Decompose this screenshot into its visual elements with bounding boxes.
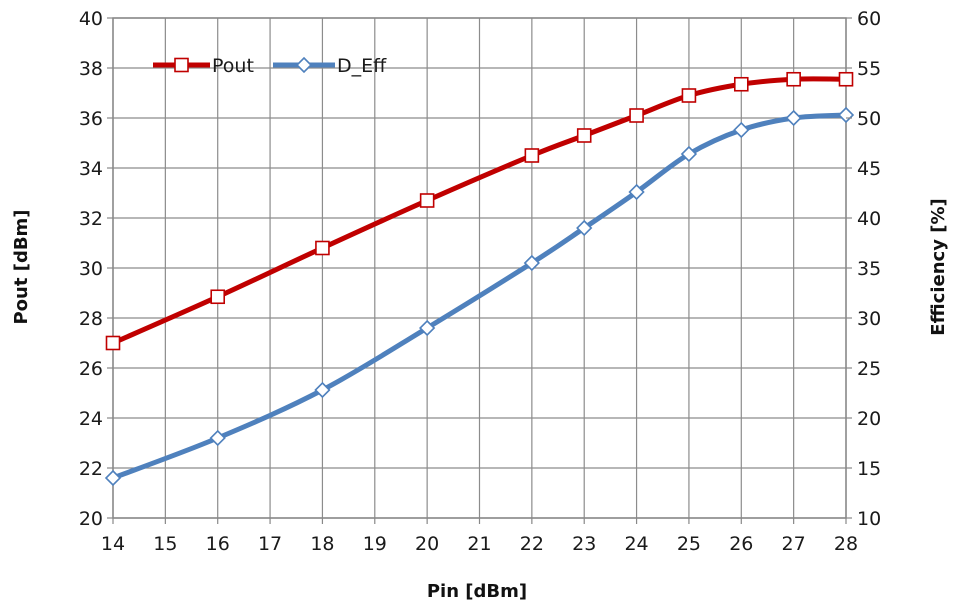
data-point (314, 381, 331, 399)
data-point (680, 145, 698, 163)
left-tick-label: 26 (79, 358, 103, 380)
grid-lines (112, 17, 847, 519)
right-tick-label: 30 (857, 308, 881, 330)
data-point (524, 148, 540, 163)
right-tick-label: 10 (857, 508, 881, 530)
x-tick-label: 19 (363, 533, 387, 555)
data-point (629, 108, 644, 123)
left-tick-label: 38 (79, 58, 103, 80)
data-point (785, 109, 802, 127)
data-point (523, 254, 540, 272)
legend-marker (174, 57, 189, 73)
x-tick-label: 20 (415, 533, 439, 555)
data-point (733, 121, 750, 139)
left-tick-label: 24 (79, 408, 103, 430)
right-tick-label: 40 (857, 208, 881, 230)
legend: Pout D_Eff (153, 55, 387, 77)
right-tick-label: 55 (857, 58, 881, 80)
data-point (786, 71, 801, 87)
right-tick-label: 20 (857, 408, 881, 430)
series-layer (104, 71, 855, 487)
data-point (838, 71, 854, 87)
legend-label: D_Eff (337, 55, 387, 77)
data-point (628, 183, 645, 201)
right-tick-label: 60 (857, 8, 881, 30)
legend-item-d-eff: D_Eff (273, 55, 387, 77)
x-tick-label: 15 (153, 533, 177, 555)
data-point (576, 219, 593, 237)
left-tick-label: 20 (79, 508, 103, 530)
data-point (576, 128, 592, 143)
left-tick-label: 40 (79, 8, 103, 30)
x-tick-label: 23 (572, 533, 596, 555)
data-point (419, 193, 435, 208)
series-pout (105, 71, 854, 351)
x-axis-ticks: 14 15 16 17 18 19 20 21 22 23 24 25 26 27 28 (101, 518, 858, 555)
data-point (733, 76, 749, 92)
series-d-eff (104, 106, 855, 487)
data-point (837, 106, 855, 124)
x-tick-label: 25 (677, 533, 701, 555)
left-tick-label: 28 (79, 308, 103, 330)
right-axis-title: Efficiency [%] (928, 198, 949, 335)
x-tick-label: 14 (101, 533, 125, 555)
legend-item-pout: Pout (153, 55, 254, 77)
right-axis-ticks: 10 15 20 25 30 35 40 45 50 55 60 (846, 8, 881, 530)
x-tick-label: 22 (520, 533, 544, 555)
legend-marker (295, 56, 313, 74)
x-tick-label: 17 (258, 533, 282, 555)
right-tick-label: 45 (857, 158, 881, 180)
right-tick-label: 15 (857, 458, 881, 480)
left-axis-ticks: 20 22 24 26 28 30 32 34 36 38 40 (79, 8, 113, 530)
x-tick-label: 18 (310, 533, 334, 555)
data-point (209, 429, 226, 447)
data-point (315, 240, 330, 256)
x-tick-label: 21 (467, 533, 491, 555)
legend-label: Pout (212, 55, 254, 77)
data-point (210, 289, 226, 305)
left-axis-title: Pout [dBm] (11, 209, 32, 324)
right-tick-label: 25 (857, 358, 881, 380)
left-tick-label: 22 (79, 458, 103, 480)
x-tick-label: 28 (834, 533, 858, 555)
x-tick-label: 26 (729, 533, 753, 555)
right-tick-label: 50 (857, 108, 881, 130)
x-axis-title: Pin [dBm] (427, 581, 527, 602)
x-tick-label: 16 (206, 533, 230, 555)
left-tick-label: 30 (79, 258, 103, 280)
left-tick-label: 36 (79, 108, 103, 130)
left-tick-label: 32 (79, 208, 103, 230)
data-point (105, 335, 121, 351)
left-tick-label: 34 (79, 158, 103, 180)
x-tick-label: 27 (782, 533, 806, 555)
data-point (104, 469, 122, 487)
data-point (681, 88, 697, 103)
right-tick-label: 35 (857, 258, 881, 280)
data-point (419, 319, 436, 337)
x-tick-label: 24 (624, 533, 648, 555)
